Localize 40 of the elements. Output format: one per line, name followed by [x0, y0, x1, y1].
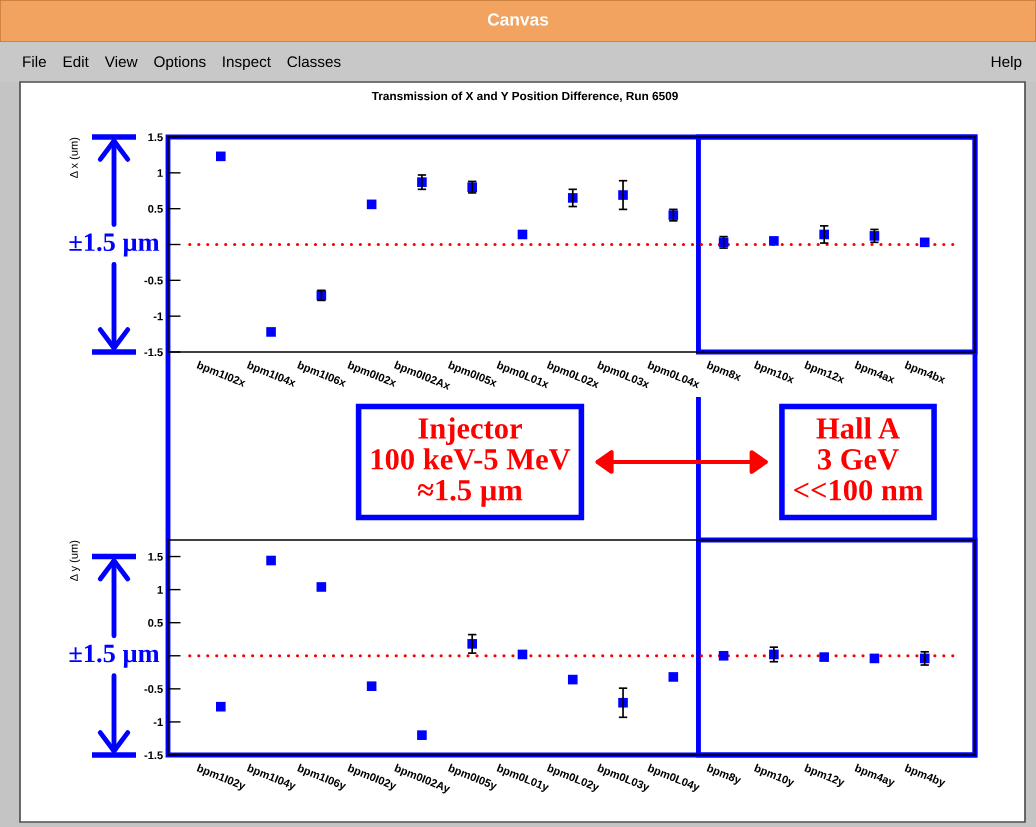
y-tick-label: 1.5: [148, 133, 163, 142]
point: [769, 236, 779, 246]
point: [919, 237, 930, 248]
point: [718, 650, 729, 661]
y-tick-label: 0.5: [148, 618, 163, 627]
chart-title: Transmission of X and Y Position Difference, Run 6509: [371, 91, 678, 102]
text: ±1.5 µm: [69, 233, 160, 257]
point: [567, 674, 578, 685]
y-tick-label: -1: [153, 312, 163, 321]
text: Help: [991, 55, 1022, 71]
y-tick-label: 1: [157, 169, 163, 177]
y-tick-label: -0.5: [144, 685, 163, 693]
text: File: [23, 55, 46, 68]
point: [266, 555, 276, 566]
text: Classes: [287, 55, 341, 68]
text: Options: [154, 55, 206, 71]
text: Edit: [63, 55, 89, 68]
point: [215, 701, 226, 712]
y-tick-label: -1: [153, 718, 163, 726]
text: Hall A 3 GeV <<100 nm: [794, 417, 923, 501]
y-axis-title: Δ y (um): [69, 540, 80, 582]
y-tick-label: -1.5: [144, 751, 163, 760]
text: Injector 100 keV-5 MeV ≈1.5 µm: [371, 417, 571, 507]
y-tick-label: 1.5: [148, 552, 163, 561]
y-tick-label: 0.5: [148, 204, 163, 213]
point: [819, 652, 829, 662]
text: Canvas: [487, 13, 549, 26]
point: [366, 681, 377, 692]
y-tick-label: -1.5: [144, 348, 163, 357]
point: [668, 672, 679, 682]
point: [316, 582, 327, 592]
point: [266, 327, 276, 337]
point: [215, 151, 226, 162]
text: Inspect: [223, 56, 271, 71]
text: View: [104, 55, 138, 68]
point: [417, 730, 427, 740]
y-tick-label: -0.5: [144, 276, 163, 285]
text: ±1.5 µm: [69, 644, 160, 668]
y-axis-title: Δ x (um): [69, 137, 80, 179]
y-tick-label: 1: [157, 586, 163, 594]
